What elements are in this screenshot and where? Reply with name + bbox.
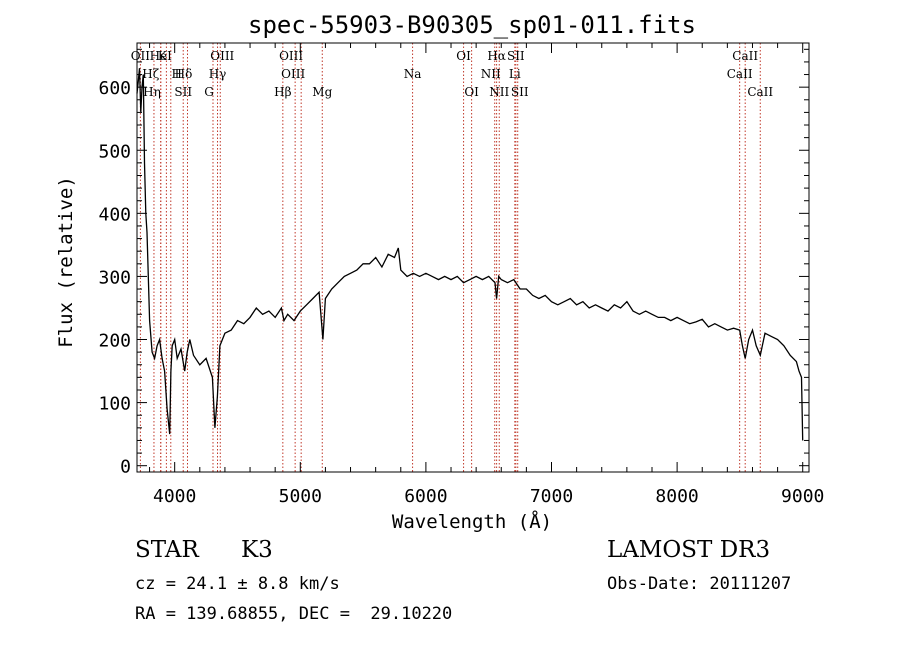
redshift-velocity: cz = 24.1 ± 8.8 km/s (135, 574, 340, 594)
object-type: STAR (135, 537, 199, 563)
y-tick-label: 400 (98, 204, 131, 225)
line-label: NII (489, 85, 509, 99)
y-axis-label: Flux (relative) (55, 176, 77, 348)
line-label: OII (131, 49, 151, 63)
line-label: OIII (210, 49, 234, 63)
subclass: K3 (241, 537, 273, 563)
chart-title: spec-55903-B90305_sp01-011.fits (248, 11, 696, 39)
axis-layer: 4000 5000 6000 7000 8000 9000 0 100 200 300 400 500… (98, 42, 824, 507)
y-tick-label: 300 (98, 267, 131, 288)
series-line-flux (136, 68, 804, 441)
x-axis-label: Wavelength (Å) (392, 510, 552, 533)
line-label: OI (464, 85, 479, 99)
line-label: Hγ (209, 67, 227, 81)
line-label: CaII (747, 85, 773, 99)
line-label: G (204, 85, 214, 99)
line-label: K (158, 49, 168, 63)
line-label: Hδ (175, 67, 193, 81)
line-label: Hζ (142, 67, 159, 81)
line-label: Hβ (274, 85, 291, 99)
line-label: SII (174, 85, 192, 99)
y-tick-label: 200 (98, 331, 131, 352)
line-label: CaII (727, 67, 753, 81)
y-tick-label: 600 (98, 78, 131, 99)
observation-date: Obs-Date: 20111207 (607, 574, 792, 594)
line-label: Hη (143, 85, 161, 99)
line-label: Hα (487, 49, 506, 63)
x-tick-label: 9000 (781, 486, 824, 507)
line-label: OIII (279, 49, 303, 63)
line-label: H (172, 67, 182, 81)
plot-frame (136, 42, 810, 473)
y-tick-label: 0 (120, 457, 131, 478)
x-tick-label: 8000 (655, 486, 698, 507)
series-layer (136, 68, 804, 441)
line-label: Mg (312, 85, 332, 99)
survey-name: LAMOST DR3 (607, 537, 771, 563)
x-tick-label: 5000 (279, 486, 322, 507)
line-marker-layer (139, 43, 761, 472)
x-tick-label: 7000 (530, 486, 573, 507)
x-tick-label: 4000 (153, 486, 196, 507)
line-label: SII (507, 49, 525, 63)
line-label: Na (404, 67, 422, 81)
line-label-layer: Hζ Hη KH HeI SII Hδ OII OIII Hγ G Hβ OIII OIII Mg Na OI… (131, 49, 774, 99)
y-tick-label: 500 (98, 141, 131, 162)
y-tick-label: 100 (98, 394, 131, 415)
coordinates: RA = 139.68855, DEC = 29.10220 (135, 604, 453, 624)
x-tick-label: 6000 (404, 486, 447, 507)
line-label: OI (456, 49, 471, 63)
line-label: SII (511, 85, 529, 99)
line-label: CaII (732, 49, 758, 63)
line-label: OIII (281, 67, 305, 81)
line-label: NII (481, 67, 501, 81)
line-label: Li (509, 67, 521, 81)
line-label: HeI (150, 49, 173, 63)
